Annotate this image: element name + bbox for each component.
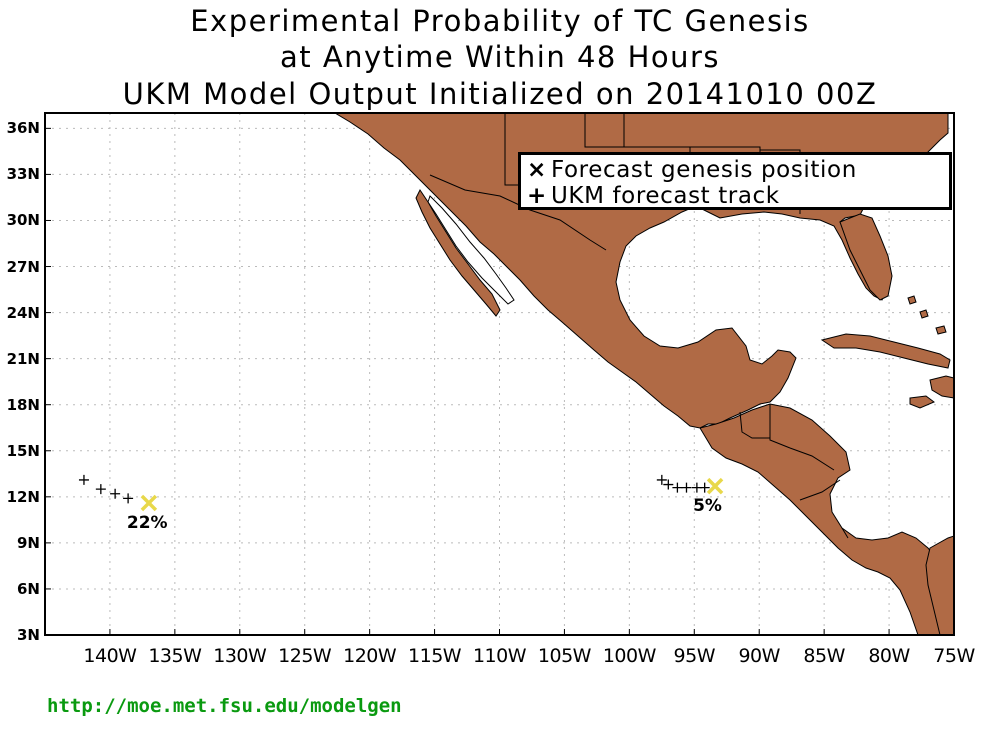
track-plus-marker [672,482,683,493]
land-hispaniola [929,375,954,399]
genesis-probability-label: 5% [693,496,722,517]
forecast-tracks [78,474,710,504]
genesis-x-marker [706,477,724,495]
lat-tick-label: 9N [17,533,40,552]
track-plus-marker [699,482,710,493]
track-plus-marker [78,474,89,485]
land-south-america [925,535,954,635]
track-plus-marker [681,482,692,493]
land-florida [839,213,893,301]
axis-ticks [45,127,955,636]
lat-tick-label: 24N [6,303,40,322]
genesis-x-icon: × [527,157,547,183]
lat-tick-label: 3N [17,626,40,644]
legend-track-row: + UKM forecast track [527,183,780,209]
legend-genesis-label: Forecast genesis position [551,157,857,183]
title-line-3: UKM Model Output Initialized on 20141010… [122,77,878,111]
lon-tick-label: 85W [803,645,845,667]
lon-tick-label: 105W [537,645,592,667]
lon-tick-label: 100W [602,645,657,667]
legend-box: × Forecast genesis position + UKM forecast… [518,152,952,210]
source-url[interactable]: http://moe.met.fsu.edu/modelgen [47,695,402,717]
legend-genesis-row: × Forecast genesis position [527,157,857,183]
genesis-x-marker [140,494,158,512]
lon-tick-label: 140W [83,645,137,667]
lon-tick-label: 125W [278,645,332,667]
title-line-1: Experimental Probability of TC Genesis [190,4,810,38]
track-plus-icon: + [527,183,547,209]
lat-tick-label: 30N [6,211,40,230]
lat-tick-label: 15N [6,441,40,460]
track-plus-marker [110,488,121,499]
genesis-markers [140,477,724,512]
lon-tick-label: 130W [213,645,267,667]
lon-tick-label: 120W [343,645,397,667]
land-bahamas [907,295,947,335]
lon-tick-label: 95W [673,645,716,667]
genesis-probability-label: 22% [126,512,168,533]
lat-tick-label: 12N [6,487,40,506]
title-line-2: at Anytime Within 48 Hours [279,40,721,74]
track-plus-marker [95,484,106,495]
lon-tick-label: 75W [933,645,975,667]
lat-tick-label: 18N [6,395,40,414]
lat-tick-label: 21N [6,349,40,368]
lon-tick-label: 115W [408,645,462,667]
land-cuba [820,333,951,369]
legend-track-label: UKM forecast track [551,183,780,209]
lon-tick-label: 80W [868,645,910,667]
lat-tick-label: 36N [6,119,40,138]
lon-tick-label: 90W [738,645,780,667]
lat-tick-label: 27N [6,257,40,276]
land-jamaica [909,395,935,409]
lat-tick-label: 33N [6,165,40,184]
track-plus-marker [663,479,674,490]
track-plus-marker [123,493,134,504]
lat-tick-label: 6N [17,579,40,598]
lon-tick-label: 110W [472,645,527,667]
gulf-of-california [427,195,515,305]
lon-tick-label: 135W [148,645,202,667]
track-plus-marker [656,474,667,485]
land-baja-california [415,189,501,317]
